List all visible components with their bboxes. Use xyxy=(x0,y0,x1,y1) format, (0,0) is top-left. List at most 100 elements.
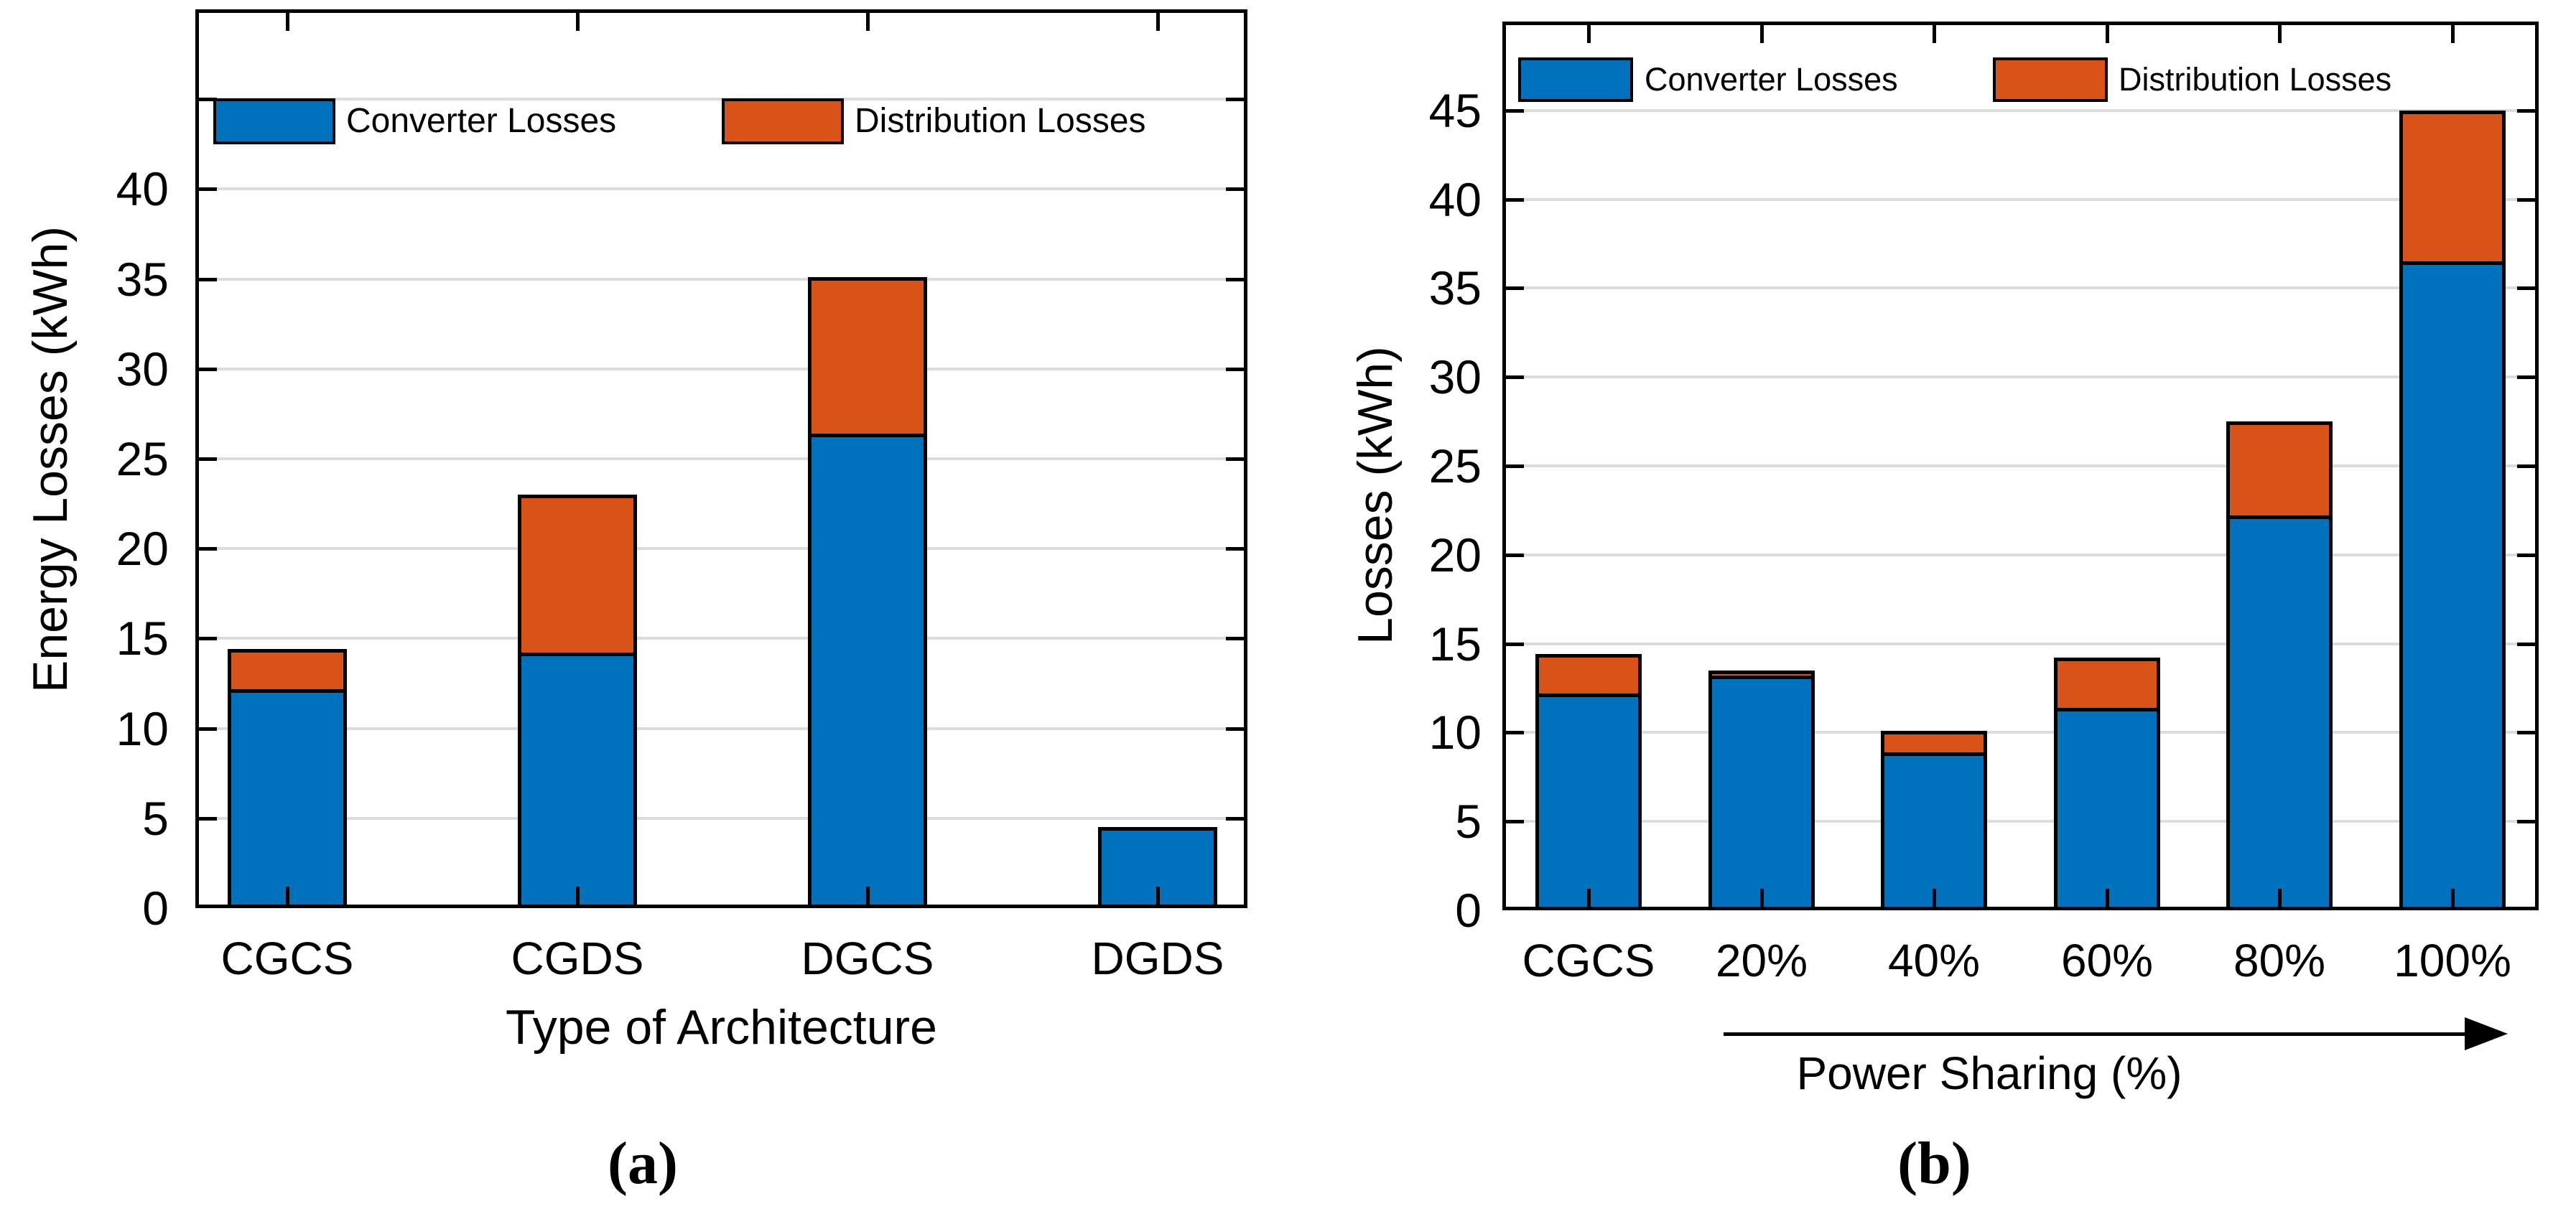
y-axis-tick xyxy=(2517,464,2539,468)
grid-line xyxy=(195,187,1247,191)
y-axis-tick xyxy=(2517,108,2539,113)
x-axis-tick xyxy=(1156,9,1160,31)
x-axis-title-b: Power Sharing (%) xyxy=(1796,1047,2182,1099)
bar-segment-distribution xyxy=(1884,734,1984,756)
y-axis-tick xyxy=(1226,457,1247,461)
x-category-label: 20% xyxy=(1715,935,1808,986)
x-axis-tick xyxy=(286,887,289,908)
y-tick-label: 5 xyxy=(142,791,169,845)
x-category-label: CGDS xyxy=(511,933,644,984)
bar-cgcs xyxy=(1535,654,1642,910)
y-axis-tick xyxy=(195,457,217,461)
y-axis-tick xyxy=(1502,375,1524,380)
x-category-label: CGCS xyxy=(1522,935,1655,986)
x-category-label: 100% xyxy=(2394,935,2511,986)
x-axis-tick xyxy=(1587,889,1591,910)
bar-100 xyxy=(2399,110,2506,910)
grid-line xyxy=(195,98,1247,101)
grid-line xyxy=(195,457,1247,460)
y-axis-tick xyxy=(195,637,217,641)
y-axis-tick xyxy=(1502,553,1524,557)
y-tick-label: 25 xyxy=(116,432,169,485)
y-axis-tick xyxy=(195,98,217,102)
bar-40 xyxy=(1881,730,1987,910)
y-axis-tick xyxy=(195,367,217,371)
y-axis-tick xyxy=(1226,98,1247,102)
y-tick-label: 35 xyxy=(116,252,169,306)
x-axis-tick xyxy=(1933,889,1936,910)
y-tick-label: 40 xyxy=(116,162,169,216)
x-axis-tick xyxy=(576,9,580,31)
y-tick-label: 35 xyxy=(1428,261,1482,315)
y-tick-label: 15 xyxy=(1428,617,1482,671)
x-category-label: DGDS xyxy=(1091,933,1224,984)
legend-swatch-distribution-a xyxy=(722,98,844,144)
y-axis-tick xyxy=(195,277,217,281)
bar-segment-distribution xyxy=(812,281,924,437)
grid-line xyxy=(1502,642,2539,645)
y-axis-tick xyxy=(1226,816,1247,821)
bar-segment-distribution xyxy=(231,653,343,693)
legend-swatch-distribution-b xyxy=(1993,57,2108,102)
y-axis-tick xyxy=(2517,286,2539,291)
grid-line xyxy=(195,547,1247,551)
legend-label-distribution-b: Distribution Losses xyxy=(2119,61,2392,98)
y-tick-label: 5 xyxy=(1455,795,1482,849)
y-tick-label: 30 xyxy=(116,342,169,396)
bar-segment-distribution xyxy=(1539,658,1638,697)
y-axis-tick xyxy=(1502,108,1524,113)
x-axis-tick xyxy=(2106,889,2109,910)
y-axis-tick xyxy=(2517,642,2539,646)
x-axis-tick xyxy=(576,887,580,908)
x-category-label: 40% xyxy=(1887,935,1981,986)
y-axis-tick xyxy=(2517,731,2539,735)
y-axis-tick xyxy=(1502,642,1524,646)
y-axis-tick xyxy=(1226,547,1247,551)
y-axis-tick xyxy=(2517,197,2539,202)
bar-segment-distribution xyxy=(2403,113,2502,266)
y-axis-tick xyxy=(1226,187,1247,192)
y-tick-label: 10 xyxy=(1428,706,1482,760)
panel-a-caption: (a) xyxy=(608,1130,678,1197)
x-axis-tick xyxy=(866,887,870,908)
y-axis-tick xyxy=(1502,197,1524,202)
bar-cgds xyxy=(518,495,637,908)
y-axis-tick xyxy=(195,727,217,731)
y-tick-label: 0 xyxy=(142,882,169,935)
bar-cgcs xyxy=(228,649,347,908)
grid-line xyxy=(195,277,1247,281)
grid-line xyxy=(1502,464,2539,467)
legend-label-converter-a: Converter Losses xyxy=(346,102,617,140)
grid-line xyxy=(1502,731,2539,734)
legend-swatch-converter-a xyxy=(213,98,335,144)
y-tick-label: 0 xyxy=(1455,884,1482,937)
grid-line xyxy=(1502,820,2539,823)
panel-b-caption: (b) xyxy=(1897,1130,1971,1197)
y-axis-tick xyxy=(195,816,217,821)
x-axis-tick xyxy=(1933,22,1936,43)
legend-label-distribution-a: Distribution Losses xyxy=(855,102,1146,140)
y-tick-label: 10 xyxy=(116,701,169,755)
bar-segment-distribution xyxy=(2057,661,2157,711)
grid-line xyxy=(195,727,1247,730)
bar-20 xyxy=(1708,670,1815,910)
x-axis-tick xyxy=(286,9,289,31)
legend-label-converter-b: Converter Losses xyxy=(1645,61,1898,98)
grid-line xyxy=(1502,108,2539,112)
grid-line xyxy=(195,637,1247,640)
x-axis-tick xyxy=(2451,22,2455,43)
y-axis-tick xyxy=(2517,820,2539,824)
x-category-label: DGCS xyxy=(801,933,934,984)
y-axis-tick xyxy=(1226,727,1247,731)
arrow-head-icon xyxy=(2465,1017,2508,1050)
x-axis-tick xyxy=(1760,22,1764,43)
y-tick-label: 20 xyxy=(116,522,169,576)
y-axis-tick xyxy=(1226,277,1247,281)
grid-line xyxy=(195,367,1247,370)
x-axis-tick xyxy=(2451,889,2455,910)
x-axis-tick xyxy=(2278,889,2282,910)
y-tick-label: 15 xyxy=(116,612,169,665)
x-axis-tick xyxy=(1156,887,1160,908)
y-axis-tick xyxy=(1502,731,1524,735)
